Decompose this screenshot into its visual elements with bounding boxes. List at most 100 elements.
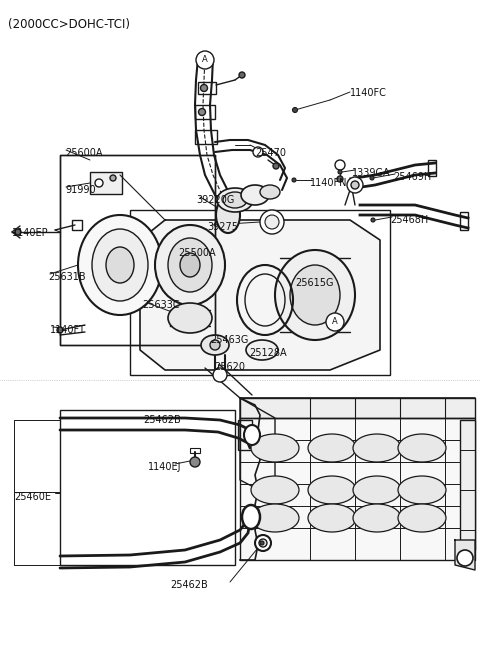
Circle shape [260, 210, 284, 234]
Text: 25468H: 25468H [390, 215, 428, 225]
Circle shape [110, 175, 116, 181]
Circle shape [338, 170, 342, 174]
Ellipse shape [244, 425, 260, 445]
Circle shape [335, 160, 345, 170]
Text: 25615G: 25615G [295, 278, 334, 288]
Ellipse shape [201, 335, 229, 355]
Ellipse shape [217, 188, 253, 212]
Circle shape [196, 51, 214, 69]
Ellipse shape [106, 247, 134, 283]
Ellipse shape [308, 476, 356, 504]
Circle shape [260, 541, 264, 545]
Circle shape [199, 108, 205, 115]
Polygon shape [240, 398, 275, 498]
Ellipse shape [251, 434, 299, 462]
Text: A: A [202, 56, 208, 64]
Circle shape [201, 85, 207, 91]
Text: 1140EP: 1140EP [12, 228, 48, 238]
Bar [190, 448, 200, 453]
Ellipse shape [353, 476, 401, 504]
Text: 25469H: 25469H [393, 172, 431, 182]
Ellipse shape [398, 476, 446, 504]
Circle shape [265, 215, 279, 229]
Ellipse shape [216, 197, 240, 233]
Text: 91990: 91990 [65, 185, 96, 195]
Text: 25600A: 25600A [65, 148, 103, 158]
Ellipse shape [180, 253, 200, 277]
Text: 25462B: 25462B [170, 580, 208, 590]
Circle shape [259, 539, 267, 547]
Ellipse shape [168, 238, 212, 292]
Bar [428, 160, 436, 176]
Ellipse shape [353, 434, 401, 462]
Text: 1140FN: 1140FN [310, 178, 348, 188]
Circle shape [210, 340, 220, 350]
Ellipse shape [251, 504, 299, 532]
Circle shape [292, 178, 296, 182]
Ellipse shape [290, 265, 340, 325]
Circle shape [292, 108, 298, 112]
Circle shape [255, 535, 271, 551]
Circle shape [190, 457, 200, 467]
Text: 25128A: 25128A [249, 348, 287, 358]
Circle shape [273, 163, 279, 169]
Bar [60, 410, 235, 565]
Bar [222, 197, 234, 205]
Text: 25620: 25620 [214, 362, 245, 372]
Polygon shape [455, 540, 475, 570]
Polygon shape [240, 418, 475, 560]
Ellipse shape [353, 504, 401, 532]
Text: 25463G: 25463G [210, 335, 248, 345]
Text: 1140EJ: 1140EJ [148, 462, 181, 472]
Circle shape [253, 147, 263, 157]
Polygon shape [240, 398, 475, 418]
Bar [460, 420, 475, 550]
Text: 1140FC: 1140FC [350, 88, 387, 98]
Text: 39220G: 39220G [196, 195, 234, 205]
Bar [198, 82, 216, 94]
Ellipse shape [260, 185, 280, 199]
Circle shape [370, 176, 374, 180]
Circle shape [95, 179, 103, 187]
Circle shape [371, 218, 375, 222]
Bar [195, 105, 215, 119]
Circle shape [239, 72, 245, 78]
Text: 25500A: 25500A [178, 248, 216, 258]
Bar [460, 212, 468, 230]
Ellipse shape [398, 504, 446, 532]
Ellipse shape [308, 504, 356, 532]
Ellipse shape [241, 185, 269, 205]
Ellipse shape [168, 303, 212, 333]
Ellipse shape [251, 476, 299, 504]
Circle shape [347, 177, 363, 193]
Bar [130, 210, 390, 375]
Circle shape [351, 181, 359, 189]
Bar [90, 172, 122, 194]
Circle shape [213, 368, 227, 382]
Bar [60, 155, 215, 345]
Text: (2000CC>DOHC-TCI): (2000CC>DOHC-TCI) [8, 18, 130, 31]
Ellipse shape [275, 250, 355, 340]
Circle shape [326, 313, 344, 331]
Ellipse shape [92, 229, 148, 301]
Text: 25460E: 25460E [14, 492, 51, 502]
Text: 1140FT: 1140FT [50, 325, 86, 335]
Bar [195, 130, 217, 144]
Polygon shape [140, 220, 380, 370]
Ellipse shape [242, 505, 260, 529]
Text: 1339GA: 1339GA [352, 168, 391, 178]
Bar [238, 420, 252, 450]
Circle shape [15, 229, 21, 235]
Text: 25462B: 25462B [143, 415, 181, 425]
Bar [72, 220, 82, 230]
Text: 25470: 25470 [255, 148, 286, 158]
Ellipse shape [78, 215, 162, 315]
Ellipse shape [308, 434, 356, 462]
Text: 25631B: 25631B [48, 272, 85, 282]
Circle shape [337, 176, 343, 182]
Text: 25633C: 25633C [142, 300, 180, 310]
Circle shape [57, 327, 63, 333]
Circle shape [457, 550, 473, 566]
Text: 39275: 39275 [207, 222, 238, 232]
Text: A: A [332, 318, 338, 327]
